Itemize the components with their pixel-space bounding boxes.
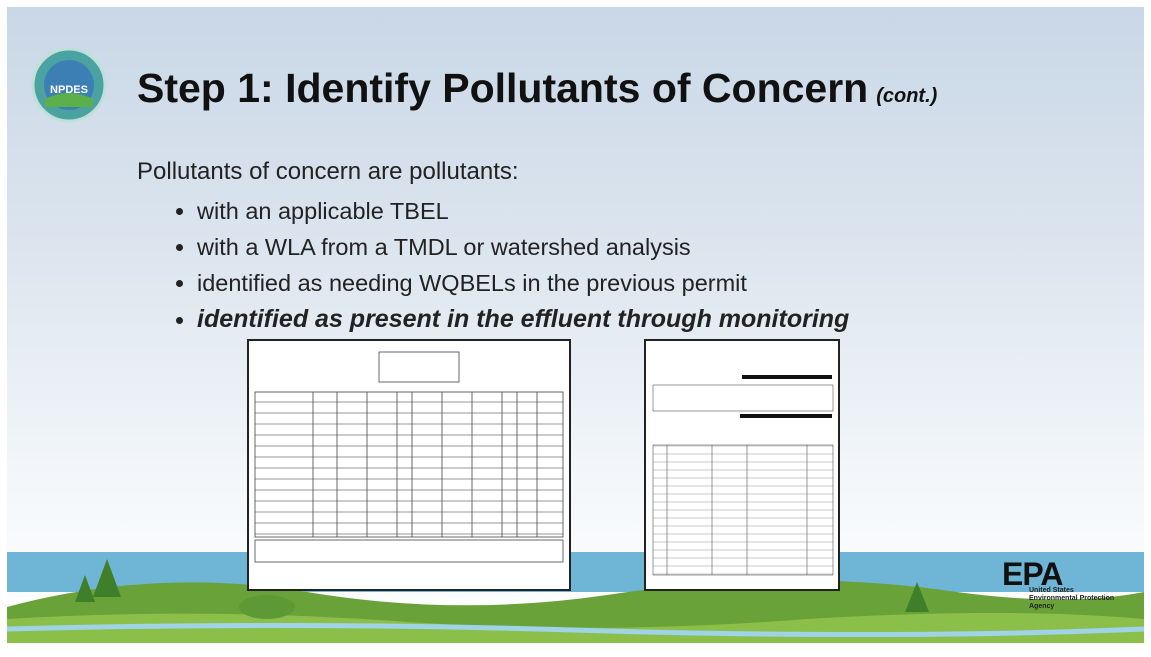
- slide-title: Step 1: Identify Pollutants of Concern (c…: [137, 65, 937, 112]
- page: NPDES Step 1: Identify Pollutants of Con…: [0, 7, 1151, 657]
- title-text: Step 1: Identify Pollutants of Concern: [137, 65, 868, 111]
- agency-name: United States Environmental Protection A…: [1029, 587, 1114, 611]
- bullet: identified as present in the effluent th…: [197, 301, 849, 337]
- bullet: with a WLA from a TMDL or watershed anal…: [197, 229, 849, 265]
- agency-name-line: Agency: [1029, 603, 1114, 611]
- intro-text: Pollutants of concern are pollutants:: [137, 158, 519, 186]
- bullet-list: with an applicable TBEL with a WLA from …: [175, 193, 849, 337]
- logo-text: NPDES: [50, 84, 88, 96]
- agency-name-line: Environmental Protection: [1029, 595, 1114, 603]
- bullet: with an applicable TBEL: [197, 193, 849, 229]
- title-suffix: (cont.): [876, 85, 937, 107]
- slide: NPDES Step 1: Identify Pollutants of Con…: [7, 7, 1144, 643]
- agency-name-line: United States: [1029, 587, 1114, 595]
- bullet: identified as needing WQBELs in the prev…: [197, 265, 849, 301]
